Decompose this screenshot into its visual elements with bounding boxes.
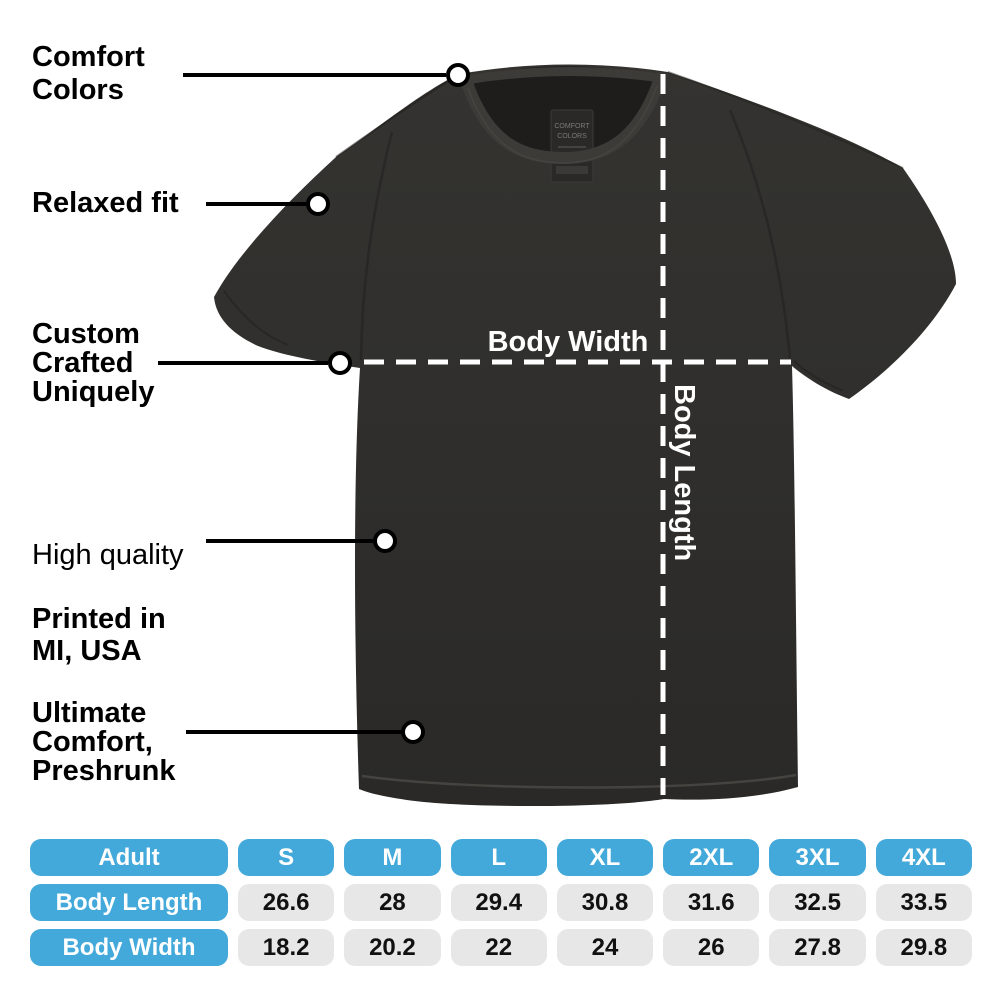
body-length-value-4xl: 33.5 [875, 884, 972, 921]
callout-label-printed-in-mi: Printed in MI, USA [32, 603, 166, 667]
body-length-value-m: 28 [344, 884, 441, 921]
tag-brand-line2: COLORS [557, 133, 587, 140]
body-width-value-s: 18.2 [238, 929, 335, 966]
tshirt-illustration: COMFORT COLORS [158, 63, 956, 807]
body-width-value-m: 20.2 [344, 929, 441, 966]
size-chart-row-label-body-length: Body Length [30, 884, 228, 921]
callout-leaders [158, 63, 470, 744]
body-width-value-4xl: 29.8 [875, 929, 972, 966]
right-sleeve-seam [728, 109, 792, 359]
callout-label-custom-crafted: Custom Crafted Uniquely [32, 318, 155, 408]
body-length-value-3xl: 32.5 [769, 884, 866, 921]
collar-band [460, 72, 666, 165]
callout-dot-ultimate-comfort [401, 720, 425, 744]
tshirt-body [214, 64, 956, 807]
right-shoulder-seam [667, 71, 904, 169]
body-length-value-xl: 30.8 [556, 884, 654, 921]
body-length-value-l: 29.4 [450, 884, 547, 921]
right-cuff-stitch [793, 360, 844, 392]
tag-brand-line1: COMFORT [554, 123, 590, 130]
size-chart-header-l: L [450, 839, 547, 876]
collar-band-back [465, 67, 661, 85]
left-sleeve-seam [359, 131, 394, 361]
callout-dot-comfort-colors [446, 63, 470, 87]
callout-label-comfort-colors: Comfort Colors [32, 41, 145, 106]
body-length-value-2xl: 31.6 [663, 884, 760, 921]
size-chart-header-adult: Adult [30, 839, 228, 876]
callout-dot-printed-in [373, 529, 397, 553]
body-length-label: Body Length [668, 384, 700, 562]
callout-dot-relaxed-fit [306, 192, 330, 216]
callout-label-relaxed-fit: Relaxed fit [32, 187, 179, 219]
size-chart-row-label-body-width: Body Width [30, 929, 228, 966]
collar-stitch [467, 85, 658, 164]
callout-dot-custom-crafted [328, 351, 352, 375]
callout-label-high-quality: High quality [32, 539, 184, 571]
callout-label-ultimate-comfort: Ultimate Comfort, Preshrunk [32, 697, 176, 787]
left-cuff-stitch [223, 290, 289, 346]
size-chart-table: Adult S M L XL 2XL 3XL 4XL Body Length 2… [30, 839, 972, 966]
size-chart-header-xl: XL [556, 839, 654, 876]
size-chart-header-m: M [344, 839, 441, 876]
hem-stitch [361, 773, 797, 789]
size-chart-header-s: S [238, 839, 335, 876]
body-length-value-s: 26.6 [238, 884, 335, 921]
body-width-value-xl: 24 [556, 929, 654, 966]
body-width-label: Body Width [487, 326, 649, 358]
neck-tag: COMFORT COLORS [550, 109, 594, 183]
body-width-value-3xl: 27.8 [769, 929, 866, 966]
callout-label-printed-in: High quality Printed in MI, USA [32, 507, 184, 699]
left-shoulder-seam [335, 73, 460, 158]
size-chart-header-4xl: 4XL [875, 839, 972, 876]
size-chart-header-2xl: 2XL [663, 839, 760, 876]
size-chart-header-3xl: 3XL [769, 839, 866, 876]
body-width-value-l: 22 [450, 929, 547, 966]
body-width-value-2xl: 26 [663, 929, 760, 966]
